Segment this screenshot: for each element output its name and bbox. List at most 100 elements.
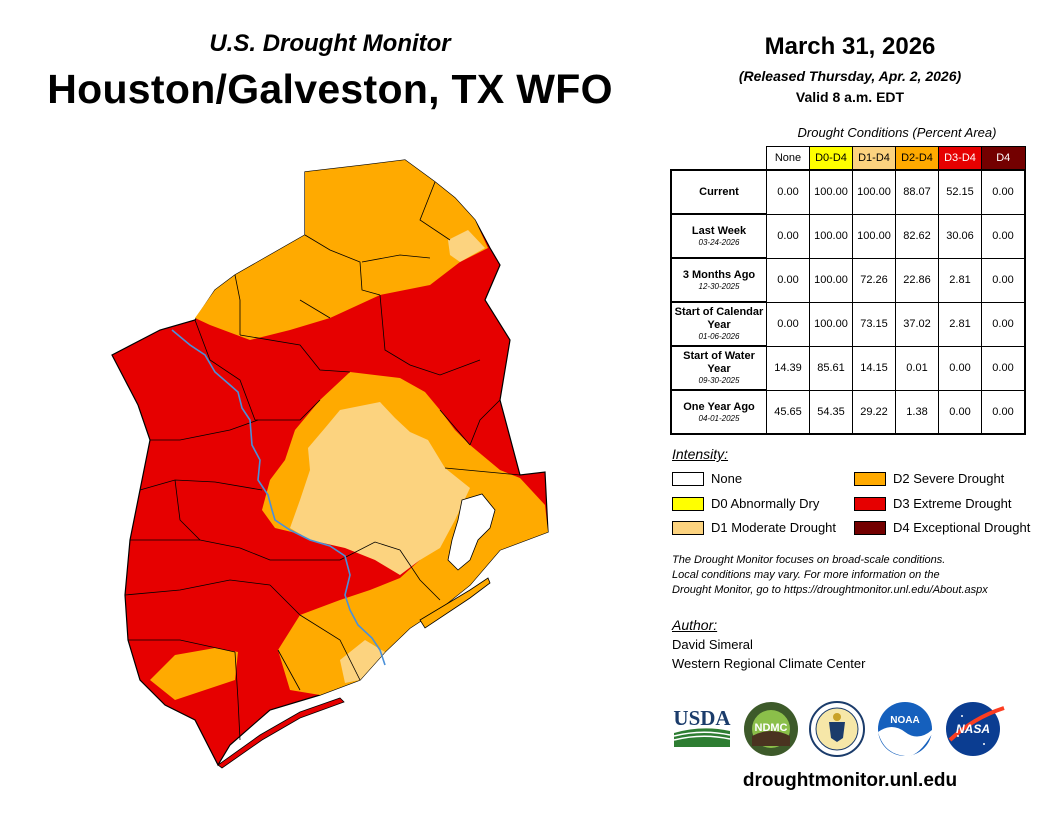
row-label: Last Week 03-24-2026	[670, 213, 767, 259]
table-caption: Drought Conditions (Percent Area)	[797, 125, 997, 140]
legend-label: D3 Extreme Drought	[893, 496, 1012, 511]
barrier-island-galveston	[419, 577, 491, 629]
legend-swatch	[854, 471, 886, 486]
table-cell: 0.00	[981, 389, 1026, 435]
author-org: Western Regional Climate Center	[672, 656, 866, 671]
row-label: Start of Calendar Year 01-06-2026	[670, 301, 767, 347]
website-url[interactable]: droughtmonitor.unl.edu	[742, 770, 958, 791]
region-d1-coast	[340, 640, 385, 683]
table-cell: 0.00	[766, 257, 810, 303]
row-label-date: 04-01-2025	[698, 413, 740, 423]
disclaimer-note: The Drought Monitor focuses on broad-sca…	[672, 553, 1042, 598]
table-row: One Year Ago 04-01-2025 45.65 54.35 29.22 1.3…	[670, 389, 1026, 435]
col-header: D3-D4	[938, 146, 982, 171]
noaa-logo-text: NOAA	[890, 715, 919, 726]
river	[171, 329, 386, 666]
table-row: Start of Water Year 09-30-2025 14.39 85.61 1…	[670, 345, 1026, 391]
table-cell: 0.00	[938, 345, 982, 391]
table-cell: 0.00	[938, 389, 982, 435]
legend-title: Intensity:	[672, 446, 729, 462]
drought-map	[111, 159, 549, 769]
table-cell: 100.00	[809, 213, 853, 259]
table-cell: 82.62	[895, 213, 939, 259]
noaa-logo: NOAA	[878, 702, 932, 757]
legend-item: D3 Extreme Drought	[854, 496, 1012, 511]
region-d2-southwest	[150, 648, 238, 700]
table-cell: 45.65	[766, 389, 810, 435]
table-cell: 72.26	[852, 257, 896, 303]
row-label-text: Last Week	[691, 224, 747, 237]
row-label-text: Start of Water Year	[683, 350, 755, 375]
table-cell: 0.00	[981, 169, 1026, 215]
map-title: Houston/Galveston, TX WFO	[47, 66, 613, 112]
note-line: The Drought Monitor focuses on broad-sca…	[672, 554, 946, 566]
col-header: D4	[981, 146, 1026, 171]
legend-label: D0 Abnormally Dry	[711, 496, 820, 511]
row-label-date: 01-06-2026	[698, 332, 740, 341]
table-cell: 2.81	[938, 257, 982, 303]
table-cell: 100.00	[852, 169, 896, 215]
table-cell: 100.00	[809, 169, 853, 215]
col-header: D0-D4	[809, 146, 853, 171]
table-cell: 0.00	[981, 345, 1026, 391]
legend-swatch	[854, 520, 886, 535]
legend-swatch	[672, 471, 704, 486]
legend-item: D0 Abnormally Dry	[672, 496, 819, 511]
row-label-date: 09-30-2025	[698, 376, 740, 385]
row-label-text: 3 Months Ago	[682, 268, 756, 281]
legend-label: D1 Moderate Drought	[711, 520, 837, 535]
commerce-seal	[809, 701, 865, 757]
row-label: Current	[670, 169, 767, 215]
table-cell: 52.15	[938, 169, 982, 215]
legend-swatch	[672, 496, 704, 511]
note-line: Local conditions may vary. For more info…	[672, 569, 940, 581]
table-cell: 0.00	[766, 213, 810, 259]
ndmc-logo: NDMC	[744, 702, 798, 756]
table-cell: 0.00	[981, 301, 1026, 347]
legend-swatch	[854, 496, 886, 511]
usda-logo: USDA	[673, 706, 731, 747]
author-title: Author:	[672, 617, 718, 633]
legend-item: D4 Exceptional Drought	[854, 520, 1030, 535]
region-d2-north	[195, 160, 488, 340]
county-boundaries	[124, 181, 521, 741]
table-cell: 100.00	[809, 257, 853, 303]
usda-logo-text: USDA	[673, 706, 731, 730]
row-label-text: Current	[699, 185, 739, 198]
legend-item: D1 Moderate Drought	[672, 520, 836, 535]
row-label-text: One Year Ago	[683, 400, 755, 413]
map-date: March 31, 2026	[764, 33, 936, 60]
table-cell: 0.00	[766, 169, 810, 215]
col-header: D1-D4	[852, 146, 896, 171]
region-d1-northeast	[448, 230, 485, 262]
col-header: D2-D4	[895, 146, 939, 171]
table-corner	[671, 147, 767, 171]
legend-label: None	[711, 471, 743, 486]
table-cell: 2.81	[938, 301, 982, 347]
table-cell: 100.00	[852, 213, 896, 259]
table-row: Start of Calendar Year 01-06-2026 0.00 100.…	[670, 301, 1026, 347]
legend-label: D4 Exceptional Drought	[893, 520, 1031, 535]
row-label-date: 03-24-2026	[698, 237, 740, 247]
release-date: (Released Thursday, Apr. 2, 2026)	[738, 68, 962, 84]
legend-label: D2 Severe Drought	[893, 471, 1005, 486]
table-cell: 85.61	[809, 345, 853, 391]
barrier-island-southwest	[217, 697, 345, 769]
legend-item: None	[672, 471, 742, 486]
author-name: David Simeral	[672, 637, 753, 652]
table-cell: 0.00	[766, 301, 810, 347]
region-d1-central	[290, 402, 470, 575]
table-cell: 37.02	[895, 301, 939, 347]
table-header-row: None D0-D4 D1-D4 D2-D4 D3-D4 D4	[671, 146, 1026, 171]
table-row: Current 0.00 100.00 100.00 88.07 52.15 0.00	[670, 169, 1026, 215]
valid-time: Valid 8 a.m. EDT	[795, 89, 905, 105]
row-label: 3 Months Ago 12-30-2025	[670, 257, 767, 303]
row-label-date: 12-30-2025	[698, 281, 740, 291]
table-row: 3 Months Ago 12-30-2025 0.00 100.00 72.26 22.…	[670, 257, 1026, 303]
nasa-logo-text: NASA	[956, 722, 990, 736]
table-cell: 54.35	[809, 389, 853, 435]
map-subtitle: U.S. Drought Monitor	[209, 30, 451, 57]
legend-swatch	[672, 520, 704, 535]
note-line: Drought Monitor, go to https://droughtmo…	[672, 584, 988, 596]
table-cell: 100.00	[809, 301, 853, 347]
